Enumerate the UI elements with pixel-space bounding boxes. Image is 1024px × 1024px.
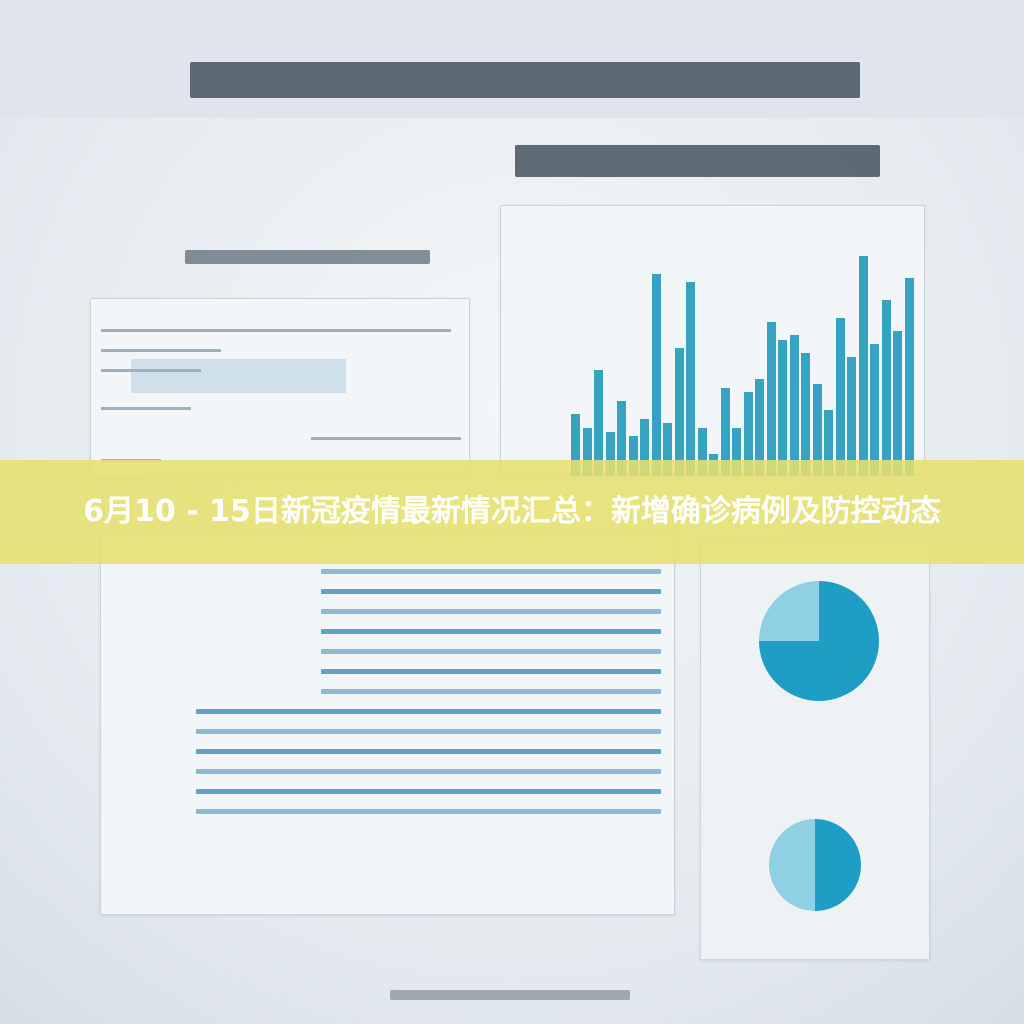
bar — [847, 357, 856, 476]
summary-table-panel — [90, 298, 470, 478]
bar — [743, 392, 753, 476]
bar — [651, 273, 661, 476]
page-heading-illegible — [190, 62, 860, 98]
bar — [674, 348, 684, 476]
bar — [582, 427, 592, 476]
bar — [605, 432, 615, 476]
table-bar — [196, 809, 661, 814]
bar — [640, 418, 649, 476]
table-row — [101, 407, 191, 410]
bar — [893, 330, 902, 476]
table-row — [311, 437, 461, 440]
horizontal-bar-panel — [100, 530, 675, 915]
pie-chart-bottom — [769, 819, 861, 911]
bar — [720, 388, 730, 476]
bar — [755, 379, 764, 476]
bar — [835, 317, 845, 476]
table-bar — [196, 789, 661, 794]
bar — [858, 256, 868, 476]
table-bar — [321, 609, 661, 614]
bar — [778, 339, 787, 476]
table-heading-illegible — [185, 250, 430, 264]
table-row — [101, 349, 221, 352]
bar — [789, 335, 799, 476]
table-row — [101, 369, 201, 372]
bar — [870, 344, 879, 476]
table-bar — [321, 669, 661, 674]
bar — [686, 282, 695, 476]
bar-chart-panel — [500, 205, 925, 476]
table-row-highlight — [131, 359, 346, 393]
bar — [904, 278, 914, 476]
bar — [801, 352, 810, 476]
table-bar — [321, 629, 661, 634]
table-bar — [321, 589, 661, 594]
table-bar — [196, 729, 661, 734]
bar — [617, 401, 626, 476]
table-bar — [321, 689, 661, 694]
table-bar — [196, 749, 661, 754]
table-bar — [196, 709, 661, 714]
bar — [881, 300, 891, 476]
table-bar — [196, 769, 661, 774]
bar — [697, 427, 707, 476]
table-bar — [321, 569, 661, 574]
footer-illegible — [390, 990, 630, 1000]
pie-panel — [700, 540, 930, 960]
title-banner: 6月10 - 15日新冠疫情最新情况汇总：新增确诊病例及防控动态 — [0, 460, 1024, 564]
bar — [663, 423, 672, 476]
bar-chart — [571, 236, 916, 476]
bar — [824, 410, 833, 476]
bar — [732, 427, 741, 476]
pie-chart-top — [759, 581, 879, 701]
bar — [571, 414, 580, 476]
bar — [766, 322, 776, 476]
bar — [628, 436, 638, 476]
bar — [594, 370, 603, 476]
table-row — [101, 329, 451, 332]
bar — [812, 383, 822, 476]
header-band — [0, 0, 1024, 118]
horizontal-bars — [101, 531, 674, 914]
banner-title: 6月10 - 15日新冠疫情最新情况汇总：新增确诊病例及防控动态 — [83, 494, 941, 529]
section-heading-illegible — [515, 145, 880, 177]
table-bar — [321, 649, 661, 654]
